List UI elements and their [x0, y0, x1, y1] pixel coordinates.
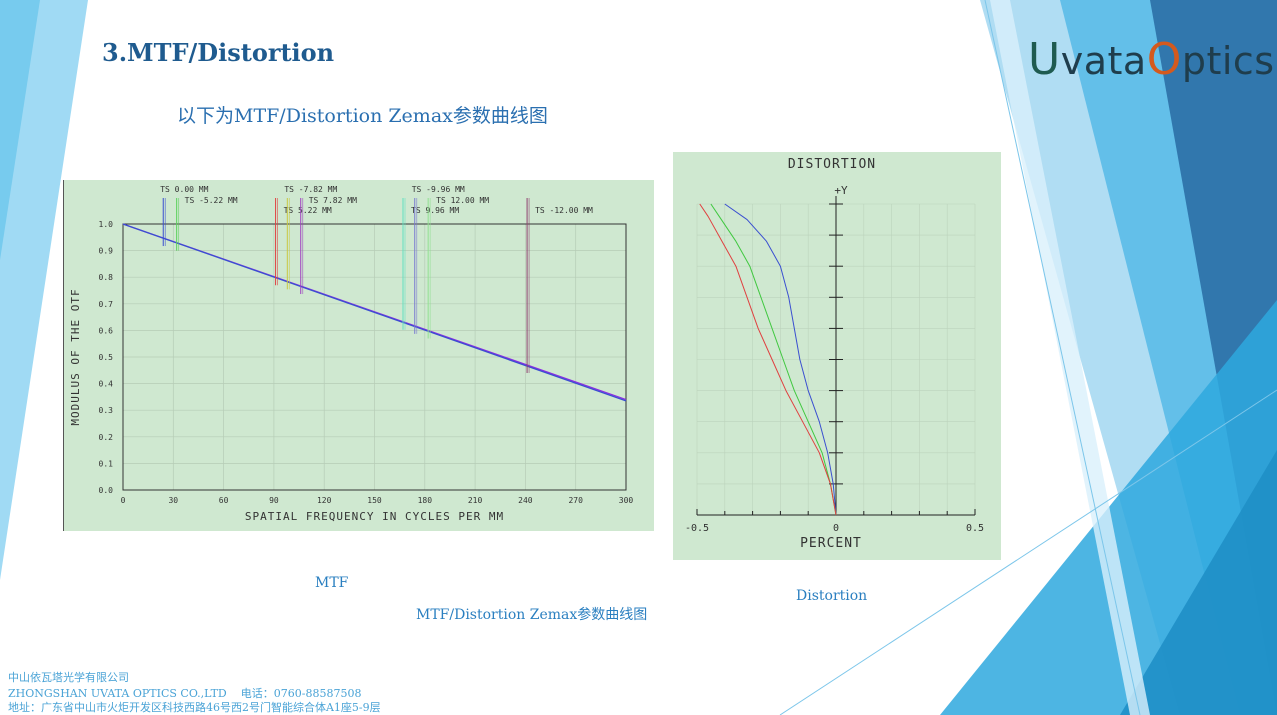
footer-company-cn: 中山依瓦塔光学有限公司: [8, 671, 129, 684]
mtf-x-tick-label: 150: [367, 496, 382, 505]
caption-main: MTF/Distortion Zemax参数曲线图: [416, 607, 648, 623]
mtf-x-tick-label: 120: [317, 496, 332, 505]
mtf-y-tick-label: 0.5: [99, 353, 114, 362]
mtf-field-label: TS 0.00 MM: [160, 185, 208, 194]
distortion-x-tick-label: -0.5: [685, 523, 709, 534]
distortion-series-line: [724, 203, 837, 516]
logo-letter-u: U: [1028, 34, 1061, 85]
mtf-field-label: TS 7.82 MM: [309, 196, 357, 205]
mtf-y-tick-label: 0.8: [99, 273, 114, 282]
mtf-y-tick-label: 0.6: [99, 326, 114, 335]
logo-letter-o: O: [1146, 34, 1182, 85]
mtf-y-tick-label: 0.7: [99, 300, 114, 309]
mtf-y-tick-label: 0.1: [99, 459, 114, 468]
mtf-plot-frame: [122, 223, 627, 491]
mtf-y-tick-label: 0.3: [99, 406, 114, 415]
slide-title: 3.MTF/Distortion: [102, 38, 335, 67]
footer-phone: 电话：0760-88587508: [240, 687, 362, 700]
distortion-x-tick-label: 0: [833, 523, 839, 534]
logo-text-ptics: ptics: [1181, 39, 1275, 83]
footer-address: 地址：广东省中山市火炬开发区科技西路46号西2号门智能综合体A1座5-9层: [8, 701, 381, 714]
mtf-x-tick-label: 270: [568, 496, 583, 505]
mtf-y-tick-label: 1.0: [99, 220, 114, 229]
mtf-y-axis-label: MODULUS OF THE OTF: [69, 288, 82, 425]
distortion-series-line: [699, 203, 837, 516]
mtf-field-label: TS 5.22 MM: [284, 206, 332, 215]
mtf-field-label: TS 9.96 MM: [411, 206, 459, 215]
mtf-series-line: [122, 223, 627, 402]
distortion-series-line: [710, 203, 837, 516]
distortion-title: DISTORTION: [788, 157, 876, 172]
mtf-field-label: TS -7.82 MM: [284, 185, 337, 194]
mtf-field-label: TS -5.22 MM: [185, 196, 238, 205]
mtf-x-tick-label: 60: [219, 496, 229, 505]
mtf-x-tick-label: 240: [518, 496, 533, 505]
mtf-field-label: TS -12.00 MM: [535, 206, 593, 215]
distortion-x-axis-label: PERCENT: [800, 536, 862, 551]
mtf-x-tick-label: 300: [619, 496, 634, 505]
footer-company-en: ZHONGSHAN UVATA OPTICS CO.,LTD: [8, 687, 227, 700]
mtf-x-tick-label: 90: [269, 496, 279, 505]
mtf-y-tick-label: 0.9: [99, 247, 114, 256]
footer-company-line: ZHONGSHAN UVATA OPTICS CO.,LTD 电话：0760-8…: [8, 685, 361, 701]
uvata-optics-logo: UvataOptics: [1028, 34, 1275, 85]
mtf-chart: 0 30 60 90 120 150 180 210 240 270 300 0.0 0.1 0.2 0.3…: [69, 185, 634, 523]
mtf-chart-panel: 0 30 60 90 120 150 180 210 240 270 300 0.0 0.1 0.2 0.3…: [63, 180, 654, 531]
mtf-x-tick-label: 0: [121, 496, 126, 505]
mtf-x-tick-label: 30: [168, 496, 178, 505]
logo-text-vata: vata: [1060, 39, 1147, 83]
mtf-y-tick-label: 0.0: [99, 486, 114, 495]
distortion-chart: -0.5 0 0.5 DISTORTION +Y PERCENT: [685, 157, 984, 551]
mtf-y-tick-label: 0.4: [99, 380, 114, 389]
slide-subtitle: 以下为MTF/Distortion Zemax参数曲线图: [177, 105, 548, 127]
mtf-y-tick-label: 0.2: [99, 433, 114, 442]
distortion-y-axis-label: +Y: [834, 184, 848, 197]
caption-distortion: Distortion: [796, 588, 868, 604]
mtf-x-tick-label: 210: [468, 496, 483, 505]
distortion-x-tick-label: 0.5: [966, 523, 984, 534]
mtf-field-label: TS -9.96 MM: [412, 185, 465, 194]
mtf-field-label: TS 12.00 MM: [436, 196, 489, 205]
caption-mtf: MTF: [315, 575, 349, 591]
distortion-chart-panel: -0.5 0 0.5 DISTORTION +Y PERCENT: [673, 152, 1001, 560]
mtf-x-tick-label: 180: [418, 496, 433, 505]
mtf-x-axis-label: SPATIAL FREQUENCY IN CYCLES PER MM: [245, 510, 504, 523]
